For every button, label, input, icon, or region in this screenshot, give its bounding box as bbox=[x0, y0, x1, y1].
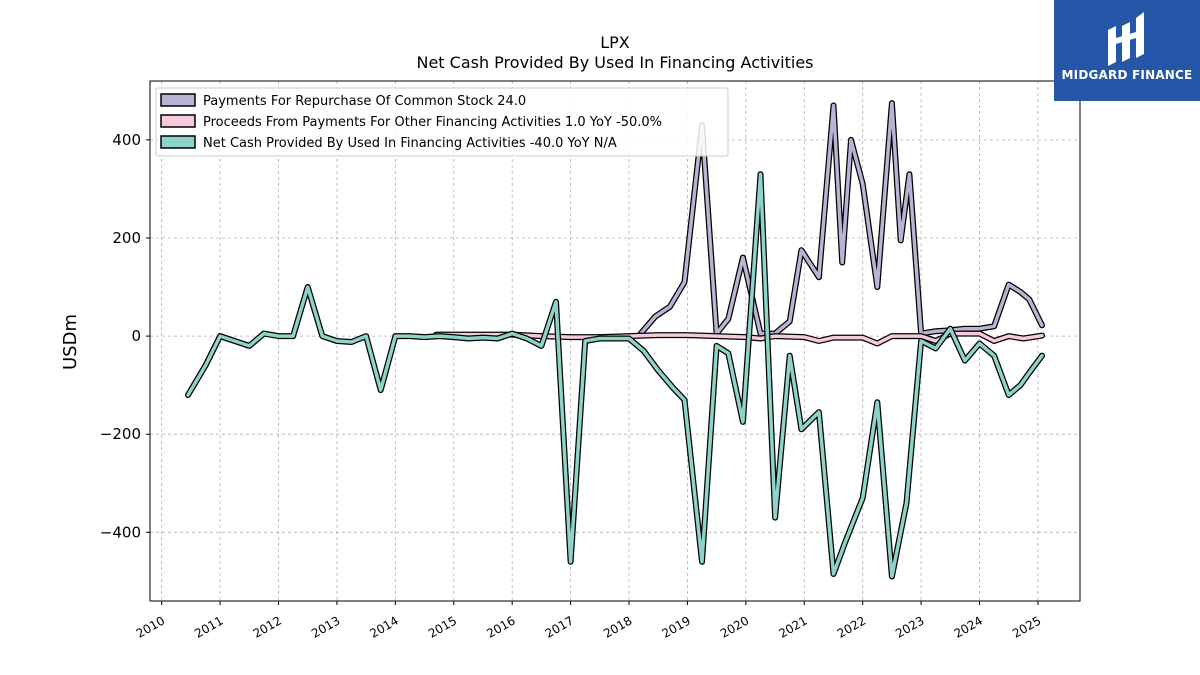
legend-swatch-3 bbox=[160, 135, 196, 149]
chart-subtitle: Net Cash Provided By Used In Financing A… bbox=[416, 53, 813, 72]
logo-text: MIDGARD FINANCE bbox=[1061, 68, 1193, 82]
x-tick-label: 2022 bbox=[835, 613, 868, 640]
y-tick-label: 200 bbox=[112, 229, 141, 247]
y-tick-label: −400 bbox=[100, 523, 141, 541]
y-tick-label: 400 bbox=[112, 131, 141, 149]
x-tick-label: 2023 bbox=[893, 613, 926, 640]
x-tick-label: 2024 bbox=[952, 613, 985, 640]
chart-title: LPX bbox=[600, 33, 630, 52]
legend-label-3: Net Cash Provided By Used In Financing A… bbox=[203, 136, 617, 151]
logo: MIDGARD FINANCE bbox=[1054, 0, 1200, 101]
legend: Payments For Repurchase Of Common Stock … bbox=[155, 87, 729, 157]
x-tick-label: 2016 bbox=[484, 613, 517, 640]
x-tick-label: 2011 bbox=[192, 613, 225, 640]
y-axis-label: USDm bbox=[60, 314, 81, 370]
x-tick-label: 2025 bbox=[1010, 613, 1043, 640]
legend-label-1: Payments For Repurchase Of Common Stock … bbox=[203, 94, 526, 109]
x-tick-label: 2014 bbox=[367, 613, 400, 640]
series-line-2 bbox=[434, 331, 1044, 346]
x-tick-label: 2010 bbox=[134, 613, 167, 640]
midgard-finance-logo-icon bbox=[1108, 12, 1144, 66]
plot-frame bbox=[149, 80, 1081, 602]
x-tick-label: 2015 bbox=[426, 613, 459, 640]
legend-swatch-2 bbox=[160, 114, 196, 128]
legend-swatch-1 bbox=[160, 93, 196, 107]
x-tick-label: 2012 bbox=[251, 613, 284, 640]
x-tick-label: 2021 bbox=[776, 613, 809, 640]
x-tick-label: 2018 bbox=[601, 613, 634, 640]
series-lines bbox=[185, 100, 1045, 580]
y-tick-label: −200 bbox=[100, 425, 141, 443]
x-tick-label: 2013 bbox=[309, 613, 342, 640]
legend-box bbox=[155, 87, 729, 157]
y-tick-label: 0 bbox=[131, 327, 141, 345]
legend-label-2: Proceeds From Payments For Other Financi… bbox=[203, 115, 662, 130]
x-tick-label: 2017 bbox=[543, 613, 576, 640]
x-tick-label: 2020 bbox=[718, 613, 751, 640]
series-line-3 bbox=[186, 172, 1044, 579]
x-tick-label: 2019 bbox=[659, 613, 692, 640]
